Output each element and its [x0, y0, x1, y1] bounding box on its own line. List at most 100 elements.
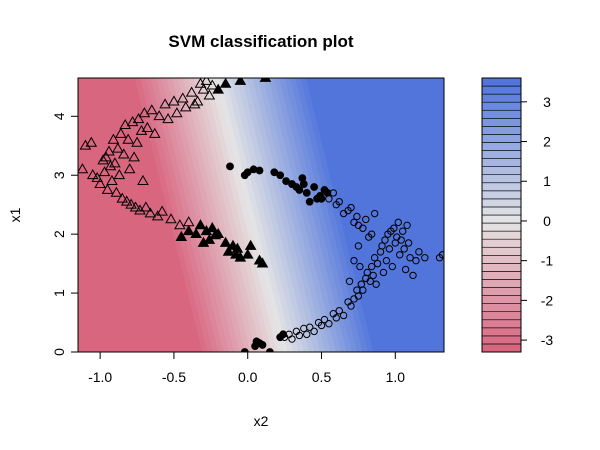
decision-band — [166, 78, 241, 352]
data-point-circle — [397, 236, 405, 244]
colorbar-tick-label: -3 — [541, 332, 554, 348]
data-point-circle — [373, 259, 382, 268]
data-point-triangle — [191, 95, 204, 106]
colorbar-band — [481, 142, 522, 151]
data-point-circle — [369, 271, 377, 280]
support-vector-circle — [279, 330, 288, 339]
decision-band — [284, 78, 358, 352]
data-point-circle — [372, 280, 380, 288]
support-vector-triangle — [234, 78, 247, 85]
data-point-circle — [359, 286, 367, 294]
colorbar-band — [481, 230, 522, 240]
data-point-triangle — [126, 115, 139, 127]
data-point-circle — [388, 262, 397, 271]
colorbar-band — [481, 263, 522, 272]
support-vector-circle — [302, 189, 311, 197]
data-point-triangle — [128, 151, 140, 162]
support-vector-circle — [295, 186, 304, 194]
support-vector-triangle — [241, 248, 254, 259]
colorbar-band — [481, 287, 522, 296]
colorbar-frame — [481, 77, 522, 353]
data-point-circle — [362, 215, 370, 224]
data-point-circle — [345, 277, 354, 285]
decision-band — [300, 78, 374, 352]
colorbar-band — [481, 311, 522, 321]
data-point-triangle — [98, 166, 111, 177]
data-point-circle — [306, 323, 314, 331]
data-point-circle — [310, 327, 318, 336]
colorbar-band — [481, 182, 522, 192]
support-vector-circle — [226, 162, 234, 171]
data-point-circle — [382, 256, 391, 265]
decision-band — [156, 78, 230, 352]
support-vector-circle — [265, 348, 274, 352]
colorbar-band — [481, 246, 522, 256]
y-tick-label: 0 — [51, 348, 67, 356]
support-vector-circle — [317, 194, 326, 203]
data-point-triangle — [85, 136, 98, 147]
data-point-triangle — [110, 186, 123, 197]
support-vector-triangle — [194, 219, 207, 230]
colorbar-tick-label: 0 — [543, 213, 551, 229]
decision-band — [247, 78, 321, 352]
data-point-triangle — [106, 174, 118, 185]
data-point-circle — [370, 209, 379, 218]
colorbar-band — [481, 126, 522, 135]
data-point-triangle — [109, 157, 121, 168]
chart-title: SVM classification plot — [168, 32, 353, 51]
support-vector-circle — [240, 348, 249, 352]
data-point-circle — [335, 198, 343, 206]
data-point-circle — [359, 224, 367, 232]
decision-band — [140, 78, 214, 352]
data-point-triangle — [200, 78, 213, 85]
support-vector-circle — [258, 341, 267, 349]
colorbar-band — [481, 93, 522, 103]
support-vector-triangle — [219, 236, 232, 247]
data-point-triangle — [131, 136, 143, 147]
data-point-circle — [335, 307, 343, 315]
x-tick-label: 0.0 — [238, 369, 258, 385]
colorbar-band — [481, 198, 522, 208]
x-tick-label: -1.0 — [88, 369, 112, 385]
x-axis-label: x2 — [254, 413, 269, 429]
data-point-circle — [303, 330, 311, 339]
data-point-circle — [379, 268, 388, 277]
decision-band — [150, 78, 225, 352]
data-point-triangle — [78, 163, 89, 174]
y-axis: 0 1 2 3 4 — [51, 112, 78, 356]
support-vector-circle — [276, 171, 285, 180]
colorbar-band — [481, 327, 522, 337]
support-vector-triangle — [212, 83, 225, 94]
data-point-triangle — [135, 124, 148, 135]
data-point-triangle — [104, 160, 117, 171]
decision-value-field — [78, 78, 444, 352]
data-point-triangle — [79, 139, 92, 150]
data-point-triangle — [185, 86, 198, 97]
decision-band — [268, 78, 342, 352]
data-point-circle — [404, 239, 413, 247]
decision-band — [236, 78, 310, 352]
support-vector-circle — [255, 166, 264, 175]
data-point-triangle — [134, 204, 146, 215]
data-point-triangle — [114, 127, 127, 138]
data-point-triangle — [156, 205, 168, 216]
colorbar-band — [481, 101, 522, 111]
y-tick-label: 2 — [51, 230, 67, 238]
data-point-circle — [356, 262, 364, 271]
data-point-circle — [317, 321, 326, 330]
data-point-triangle — [122, 133, 134, 144]
data-point-circle — [347, 302, 355, 310]
data-point-triangle — [144, 207, 157, 218]
data-point-triangle — [91, 171, 103, 183]
decision-band — [279, 78, 353, 352]
support-vector-triangle — [259, 78, 272, 82]
y-axis-label: x1 — [7, 207, 23, 222]
colorbar-legend: 3 2 1 0 -1 -2 -3 — [481, 77, 554, 353]
data-point-triangle — [112, 142, 124, 153]
support-vector-triangle — [212, 227, 225, 239]
decision-band — [241, 78, 316, 352]
colorbar-tick-label: -1 — [541, 253, 554, 269]
data-point-triangle — [168, 95, 180, 106]
decision-band — [209, 78, 283, 352]
